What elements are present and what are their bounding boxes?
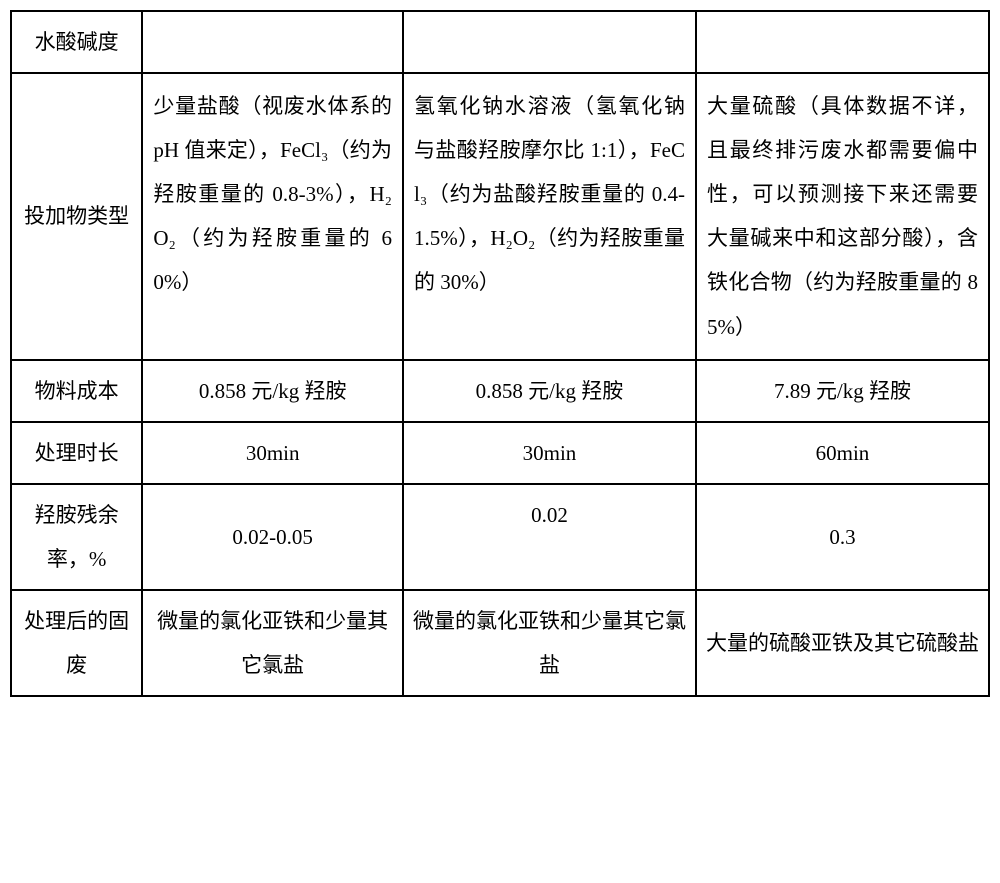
table-cell (696, 11, 989, 73)
table-cell: 大量的硫酸亚铁及其它硫酸盐 (696, 590, 989, 696)
table-cell: 氢氧化钠水溶液（氢氧化钠与盐酸羟胺摩尔比 1:1），FeCl₃（约为盐酸羟胺重量… (403, 73, 696, 360)
table-cell: 0.858 元/kg 羟胺 (142, 360, 403, 422)
row-header: 处理后的固废 (11, 590, 142, 696)
table-cell (403, 11, 696, 73)
table-cell: 60min (696, 422, 989, 484)
comparison-table: 水酸碱度 投加物类型 少量盐酸（视废水体系的 pH 值来定），FeCl₃（约为羟… (10, 10, 990, 697)
table-row: 处理后的固废 微量的氯化亚铁和少量其它氯盐 微量的氯化亚铁和少量其它氯盐 大量的… (11, 590, 989, 696)
table-cell: 少量盐酸（视废水体系的 pH 值来定），FeCl₃（约为羟胺重量的 0.8-3%… (142, 73, 403, 360)
table-cell (142, 11, 403, 73)
table-cell: 30min (403, 422, 696, 484)
table-row: 投加物类型 少量盐酸（视废水体系的 pH 值来定），FeCl₃（约为羟胺重量的 … (11, 73, 989, 360)
table-row: 羟胺残余率，% 0.02-0.05 0.02 0.3 (11, 484, 989, 590)
table-cell: 大量硫酸（具体数据不详，且最终排污废水都需要偏中性，可以预测接下来还需要大量碱来… (696, 73, 989, 360)
table-cell: 7.89 元/kg 羟胺 (696, 360, 989, 422)
row-header: 羟胺残余率，% (11, 484, 142, 590)
table-cell: 微量的氯化亚铁和少量其它氯盐 (403, 590, 696, 696)
table-row: 水酸碱度 (11, 11, 989, 73)
row-header: 水酸碱度 (11, 11, 142, 73)
table-cell: 0.02 (403, 484, 696, 590)
row-header: 物料成本 (11, 360, 142, 422)
row-header: 投加物类型 (11, 73, 142, 360)
table-row: 处理时长 30min 30min 60min (11, 422, 989, 484)
table-cell: 0.3 (696, 484, 989, 590)
row-header: 处理时长 (11, 422, 142, 484)
table-cell: 0.858 元/kg 羟胺 (403, 360, 696, 422)
table-row: 物料成本 0.858 元/kg 羟胺 0.858 元/kg 羟胺 7.89 元/… (11, 360, 989, 422)
table-cell: 微量的氯化亚铁和少量其它氯盐 (142, 590, 403, 696)
table-cell: 30min (142, 422, 403, 484)
table-cell: 0.02-0.05 (142, 484, 403, 590)
